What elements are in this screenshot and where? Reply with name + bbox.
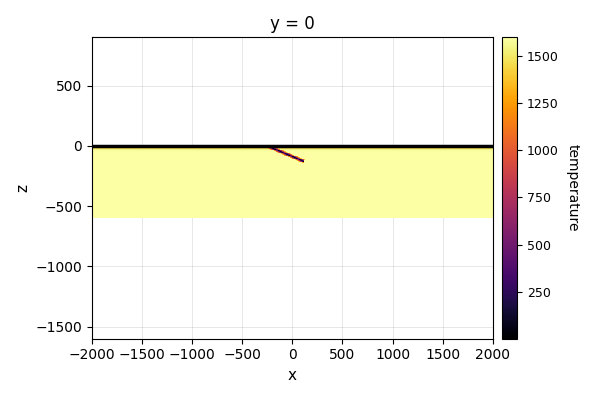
- Title: y = 0: y = 0: [270, 15, 315, 33]
- Y-axis label: temperature: temperature: [566, 144, 580, 232]
- X-axis label: x: x: [288, 368, 297, 383]
- Y-axis label: z: z: [15, 184, 30, 192]
